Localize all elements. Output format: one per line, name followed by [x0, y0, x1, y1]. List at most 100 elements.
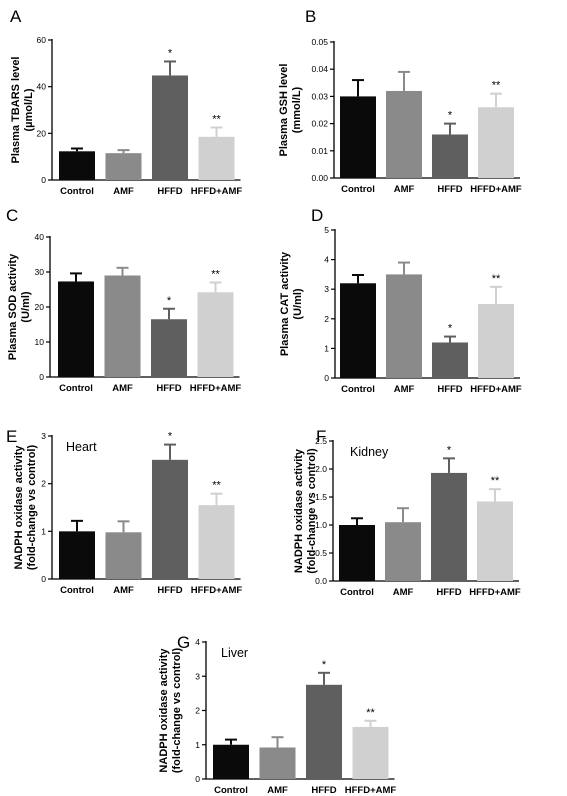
bar-hffd-plus-amf [198, 136, 235, 180]
significance-marker: * [448, 323, 453, 335]
y-tick-label: 4 [324, 255, 329, 265]
y-axis-label: (U/ml) [20, 291, 32, 323]
category-label: AMF [113, 585, 134, 596]
category-label: Control [340, 587, 374, 598]
category-label: Control [214, 785, 248, 796]
significance-marker: * [167, 295, 172, 307]
bar-hffd-plus-amf [352, 726, 389, 779]
significance-marker: ** [212, 114, 221, 126]
y-tick-label: 4 [195, 637, 200, 647]
category-label: HFFD+AMF [470, 184, 522, 195]
category-label: AMF [393, 587, 414, 598]
significance-marker: * [322, 659, 327, 671]
panel-letter-d: D [311, 206, 323, 225]
y-tick-label: 10 [35, 337, 45, 347]
category-label: AMF [394, 184, 415, 195]
significance-marker: * [447, 444, 452, 456]
category-label: AMF [267, 785, 288, 796]
bar-hffd-plus-amf [198, 505, 235, 579]
bar-control [339, 525, 375, 581]
bar-control [59, 531, 95, 579]
chart-panel-g: G 0 1 2 3 4 NADPH oxidase activity (fold-change… [158, 633, 396, 796]
y-tick-label: 2 [195, 706, 200, 716]
y-axis-label: Plasma CAT activity [279, 251, 291, 356]
y-tick-label: 3 [41, 431, 46, 441]
y-axis-label: Plasma TBARS level [10, 57, 22, 164]
y-axis-label: (µmol/L) [23, 88, 35, 131]
significance-marker: * [168, 47, 173, 59]
y-tick-label: 3 [195, 671, 200, 681]
bar-hffd [432, 342, 468, 378]
bar-amf [259, 747, 296, 779]
significance-marker: ** [366, 707, 375, 719]
bar-amf [105, 153, 142, 180]
y-tick-label: 40 [35, 232, 45, 242]
significance-marker: ** [212, 480, 221, 492]
category-label: HFFD+AMF [191, 585, 243, 596]
y-tick-label: 0 [195, 774, 200, 784]
significance-marker: ** [492, 273, 501, 285]
y-tick-label: 0 [39, 372, 44, 382]
category-label: HFFD [156, 383, 181, 394]
bar-amf [386, 90, 422, 178]
chart-panel-c: C 0 10 20 30 40 Plasma SOD activity (U/ml) Contr… [6, 206, 241, 394]
y-tick-label: 20 [37, 128, 47, 138]
bar-hffd [431, 472, 467, 581]
y-tick-label: 40 [37, 82, 47, 92]
bar-control [58, 281, 94, 377]
category-label: HFFD [437, 184, 462, 195]
category-label: AMF [112, 383, 133, 394]
category-label: AMF [394, 384, 415, 395]
bar-hffd-plus-amf [478, 107, 514, 178]
y-tick-label: 2.5 [315, 436, 327, 446]
bar-hffd-plus-amf [197, 292, 234, 377]
y-tick-label: 0.01 [311, 146, 328, 156]
y-tick-label: 0 [41, 574, 46, 584]
bar-hffd [151, 319, 187, 377]
significance-marker: * [448, 110, 453, 122]
bar-hffd-plus-amf [477, 501, 513, 581]
bar-amf [105, 532, 142, 579]
bar-hffd [306, 684, 342, 779]
y-axis-label: (U/ml) [292, 288, 304, 320]
category-label: HFFD+AMF [190, 383, 242, 394]
category-label: HFFD [437, 384, 462, 395]
category-label: Control [60, 186, 94, 197]
y-axis-label: (fold-change vs control) [171, 648, 183, 774]
tissue-label: Heart [66, 440, 97, 454]
y-tick-label: 2 [324, 314, 329, 324]
category-label: HFFD [157, 585, 182, 596]
significance-marker: ** [211, 269, 220, 281]
panel-letter-c: C [6, 206, 18, 225]
category-label: HFFD [436, 587, 461, 598]
y-tick-label: 3 [324, 284, 329, 294]
category-label: HFFD [157, 186, 182, 197]
y-axis-label: NADPH oxidase activity [158, 648, 170, 773]
y-axis-label: Plasma GSH level [278, 64, 290, 157]
panel-letter-f: F [316, 427, 326, 446]
y-tick-label: 20 [35, 302, 45, 312]
chart-panel-d: D 0 1 2 3 4 5 Plasma CAT activity (U/ml) Control A… [279, 206, 522, 395]
y-axis-label: NADPH oxidase activity [13, 445, 25, 570]
y-tick-label: 30 [35, 267, 45, 277]
panel-letter-a: A [10, 7, 22, 26]
tissue-label: Kidney [350, 445, 389, 459]
bar-control [340, 96, 376, 178]
y-axis-label: (fold-change vs control) [26, 445, 38, 571]
significance-marker: ** [491, 475, 500, 487]
bar-hffd [152, 459, 188, 579]
y-tick-label: 0.05 [311, 37, 328, 47]
category-label: Control [341, 384, 375, 395]
y-axis-label: NADPH oxidase activity [293, 448, 305, 573]
y-tick-label: 1 [195, 740, 200, 750]
y-tick-label: 0.04 [311, 64, 328, 74]
y-tick-label: 0.0 [315, 576, 327, 586]
chart-panel-f: F 0.0 0.5 1.0 1.5 2.0 2.5 NADPH oxidase activit… [293, 427, 521, 598]
panel-letter-g: G [177, 633, 190, 652]
bar-hffd [432, 134, 468, 178]
tissue-label: Liver [221, 646, 248, 660]
y-tick-label: 2.0 [315, 464, 327, 474]
category-label: HFFD+AMF [345, 785, 397, 796]
category-label: AMF [113, 186, 134, 197]
